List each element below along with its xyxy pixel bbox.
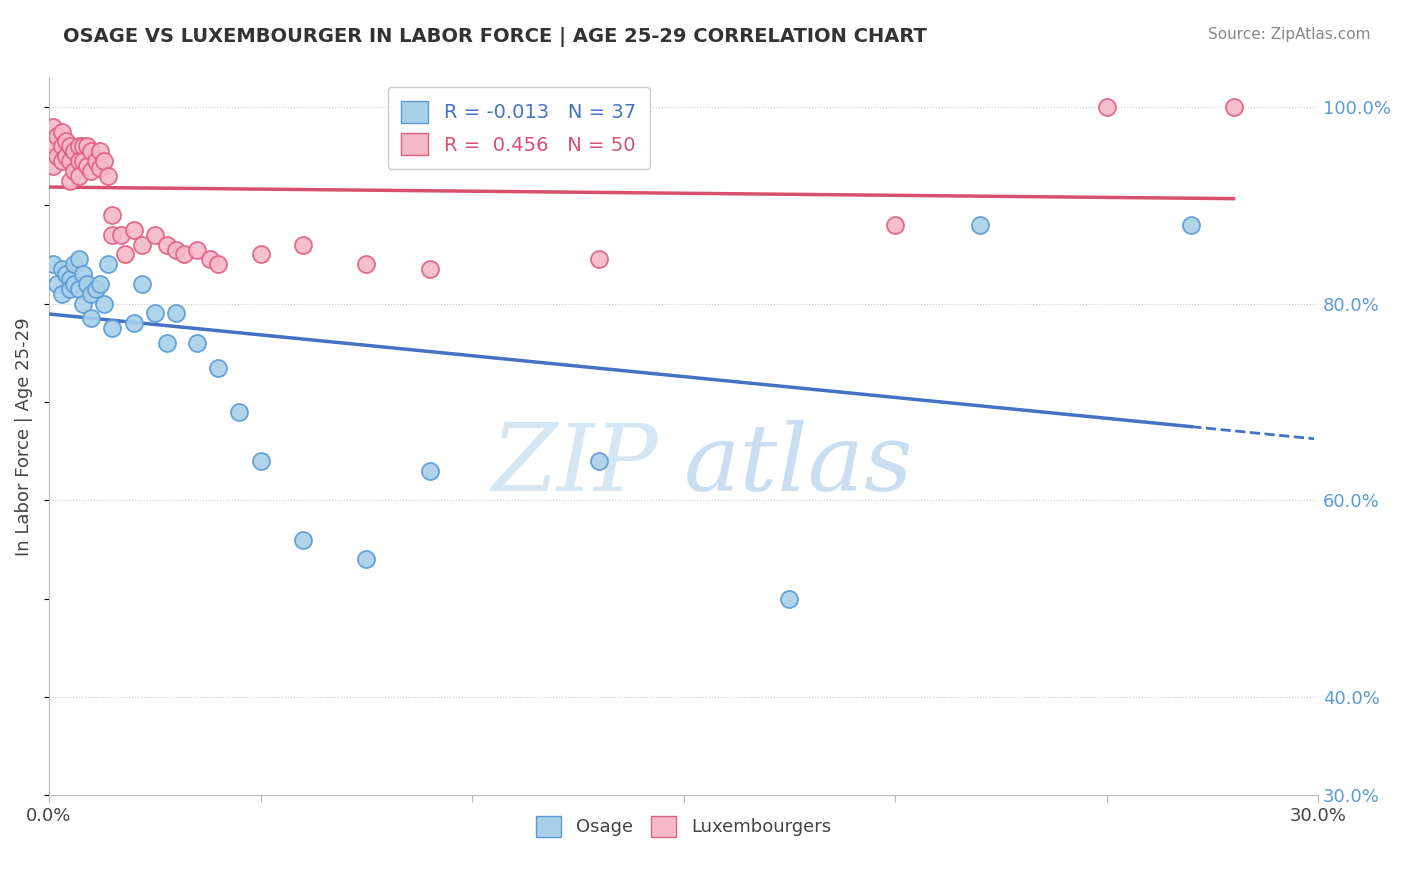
Point bbox=[110, 227, 132, 242]
Text: ZIP: ZIP bbox=[492, 420, 658, 510]
Point bbox=[419, 262, 441, 277]
Point bbox=[63, 277, 86, 291]
Legend: Osage, Luxembourgers: Osage, Luxembourgers bbox=[529, 808, 838, 844]
Point bbox=[51, 139, 73, 153]
Point bbox=[59, 272, 82, 286]
Point bbox=[59, 154, 82, 169]
Point bbox=[198, 252, 221, 267]
Point bbox=[55, 134, 77, 148]
Point bbox=[80, 145, 103, 159]
Point bbox=[101, 227, 124, 242]
Point bbox=[1180, 218, 1202, 232]
Point bbox=[46, 129, 69, 144]
Point bbox=[67, 282, 90, 296]
Point bbox=[42, 139, 65, 153]
Point bbox=[186, 336, 208, 351]
Point bbox=[207, 257, 229, 271]
Point bbox=[51, 286, 73, 301]
Point bbox=[80, 286, 103, 301]
Point bbox=[76, 139, 98, 153]
Point bbox=[51, 124, 73, 138]
Point bbox=[42, 159, 65, 173]
Point bbox=[80, 311, 103, 326]
Point bbox=[63, 257, 86, 271]
Point bbox=[173, 247, 195, 261]
Point bbox=[72, 139, 94, 153]
Point bbox=[156, 336, 179, 351]
Point bbox=[51, 154, 73, 169]
Point bbox=[67, 252, 90, 267]
Point bbox=[122, 223, 145, 237]
Point bbox=[97, 257, 120, 271]
Point bbox=[46, 277, 69, 291]
Point bbox=[1095, 100, 1118, 114]
Point bbox=[156, 237, 179, 252]
Point bbox=[291, 237, 314, 252]
Text: atlas: atlas bbox=[683, 420, 912, 510]
Point bbox=[63, 164, 86, 178]
Point bbox=[884, 218, 907, 232]
Point bbox=[122, 316, 145, 330]
Point bbox=[1222, 100, 1244, 114]
Point bbox=[84, 154, 107, 169]
Point bbox=[143, 306, 166, 320]
Point bbox=[59, 282, 82, 296]
Point bbox=[42, 257, 65, 271]
Point bbox=[42, 120, 65, 134]
Point bbox=[55, 267, 77, 281]
Point bbox=[114, 247, 136, 261]
Point bbox=[101, 208, 124, 222]
Point bbox=[101, 321, 124, 335]
Point bbox=[588, 454, 610, 468]
Point bbox=[131, 237, 153, 252]
Point bbox=[63, 145, 86, 159]
Point bbox=[165, 306, 187, 320]
Point bbox=[969, 218, 991, 232]
Point bbox=[143, 227, 166, 242]
Point bbox=[59, 139, 82, 153]
Point bbox=[778, 591, 800, 606]
Point bbox=[207, 360, 229, 375]
Point bbox=[84, 282, 107, 296]
Point bbox=[89, 145, 111, 159]
Point bbox=[55, 149, 77, 163]
Point bbox=[46, 149, 69, 163]
Point bbox=[72, 267, 94, 281]
Point bbox=[228, 405, 250, 419]
Point bbox=[72, 154, 94, 169]
Point bbox=[89, 277, 111, 291]
Point bbox=[588, 252, 610, 267]
Point bbox=[76, 159, 98, 173]
Point bbox=[59, 174, 82, 188]
Point bbox=[131, 277, 153, 291]
Point bbox=[72, 296, 94, 310]
Point bbox=[186, 243, 208, 257]
Text: OSAGE VS LUXEMBOURGER IN LABOR FORCE | AGE 25-29 CORRELATION CHART: OSAGE VS LUXEMBOURGER IN LABOR FORCE | A… bbox=[63, 27, 927, 46]
Point bbox=[356, 552, 378, 566]
Point bbox=[97, 169, 120, 183]
Point bbox=[67, 169, 90, 183]
Point bbox=[76, 277, 98, 291]
Point bbox=[67, 139, 90, 153]
Point bbox=[89, 161, 111, 175]
Point bbox=[80, 164, 103, 178]
Point bbox=[356, 257, 378, 271]
Y-axis label: In Labor Force | Age 25-29: In Labor Force | Age 25-29 bbox=[15, 318, 32, 556]
Point bbox=[249, 454, 271, 468]
Point bbox=[67, 154, 90, 169]
Text: Source: ZipAtlas.com: Source: ZipAtlas.com bbox=[1208, 27, 1371, 42]
Point bbox=[249, 247, 271, 261]
Point bbox=[93, 296, 115, 310]
Point bbox=[291, 533, 314, 547]
Point bbox=[93, 154, 115, 169]
Point bbox=[419, 464, 441, 478]
Point bbox=[51, 262, 73, 277]
Point bbox=[165, 243, 187, 257]
